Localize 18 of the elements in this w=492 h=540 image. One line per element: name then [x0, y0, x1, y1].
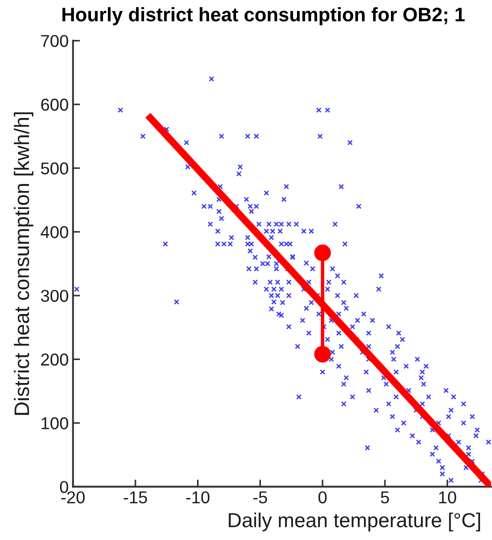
chart-title: Hourly district heat consumption for OB2; 1 [62, 7, 465, 26]
y-tick-label: 500 [41, 162, 68, 174]
x-axis-title: Daily mean temperature [°C] [228, 512, 480, 532]
y-tick-label: 100 [42, 417, 68, 430]
x-tick-label: 0 [318, 491, 327, 504]
x-tick-label: 10 [439, 491, 456, 504]
y-tick-label: 700 [41, 34, 68, 48]
y-axis-title: District heat consumption [kwh/h] [14, 112, 34, 415]
x-tick-label: 5 [380, 491, 389, 504]
x-tick-label: -10 [186, 491, 210, 504]
y-tick-label: 200 [41, 354, 68, 366]
y-tick-label: 0 [60, 480, 68, 494]
y-tick-label: 600 [41, 98, 68, 111]
y-tick-label: 300 [40, 290, 68, 302]
x-tick-label: -15 [124, 491, 148, 504]
x-tick-label: -20 [61, 491, 85, 504]
x-tick-label: -5 [253, 491, 268, 504]
y-tick-label: 400 [40, 226, 68, 238]
